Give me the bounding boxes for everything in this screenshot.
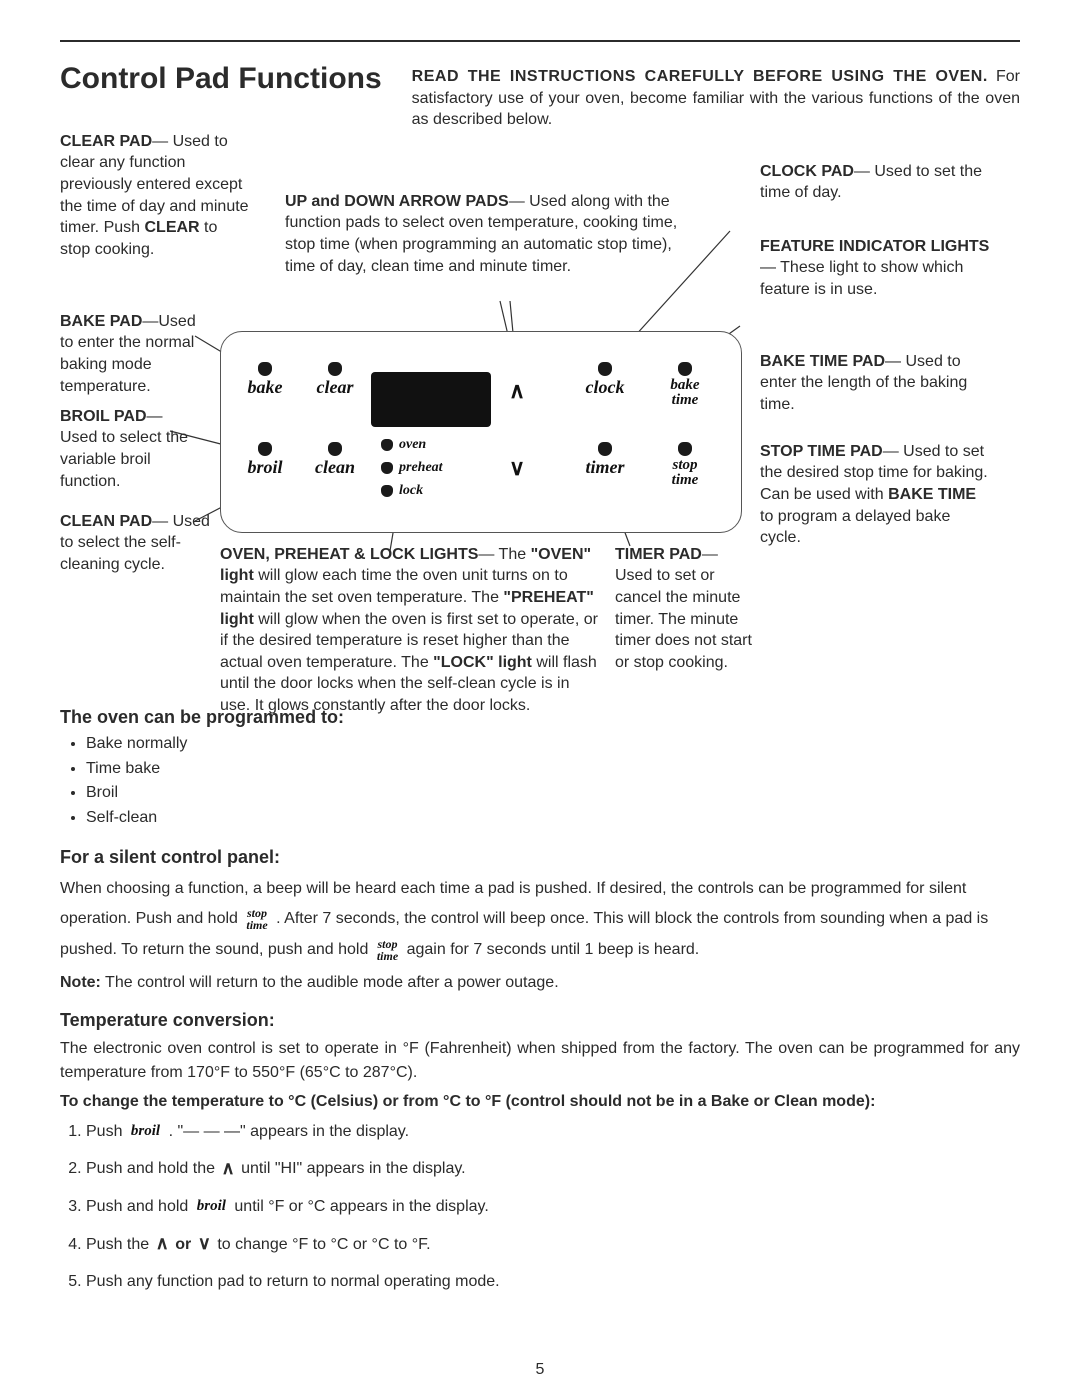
list-item: Push and hold the ∧ until "HI" appears i… [86, 1156, 1020, 1182]
callout-bake-pad: BAKE PAD—Used to enter the normal baking… [60, 311, 210, 397]
top-rule [60, 40, 1020, 42]
list-item: Push broil . "— — —" appears in the disp… [86, 1119, 1020, 1145]
broil-pad[interactable]: broil [241, 442, 289, 484]
stop-time-inline-icon: stoptime [244, 907, 269, 931]
down-arrow-pad[interactable]: ∨ [506, 457, 528, 479]
callout-broil-pad: BROIL PAD— Used to select the variable b… [60, 406, 200, 492]
clock-pad[interactable]: clock [581, 362, 629, 404]
callout-clear-pad: CLEAR PAD— Used to clear any function pr… [60, 131, 250, 261]
intro-bold: READ THE INSTRUCTIONS CAREFULLY BEFORE U… [412, 68, 988, 85]
down-arrow-inline-icon: ∨ [196, 1234, 213, 1252]
page-number: 5 [0, 1361, 1080, 1379]
intro-paragraph: READ THE INSTRUCTIONS CAREFULLY BEFORE U… [412, 66, 1020, 131]
list-item: Push the ∧ or ∨ to change °F to °C or °C… [86, 1232, 1020, 1258]
up-arrow-inline-icon: ∧ [154, 1234, 171, 1252]
stop-time-inline-icon: stoptime [375, 938, 400, 962]
callout-arrow-pads: UP and DOWN ARROW PADS— Used along with … [285, 191, 705, 277]
list-item: Broil [86, 781, 1020, 806]
bake-pad[interactable]: bake [241, 362, 289, 404]
clear-pad[interactable]: clear [311, 362, 359, 404]
bake-time-pad[interactable]: baketime [661, 362, 709, 404]
silent-paragraph: When choosing a function, a beep will be… [60, 874, 1020, 965]
callout-clock-pad: CLOCK PAD— Used to set the time of day. [760, 161, 990, 204]
broil-inline-icon: broil [129, 1124, 162, 1139]
callout-indicator-lights: OVEN, PREHEAT & LOCK LIGHTS— The "OVEN" … [220, 544, 600, 717]
silent-heading: For a silent control panel: [60, 847, 1020, 868]
list-item: Push any function pad to return to norma… [86, 1269, 1020, 1295]
up-arrow-pad[interactable]: ∧ [506, 380, 528, 402]
temp-subheading: To change the temperature to °C (Celsius… [60, 1090, 1020, 1113]
page-title: Control Pad Functions [60, 62, 382, 125]
preheat-light: preheat [381, 460, 443, 476]
timer-pad[interactable]: timer [581, 442, 629, 484]
list-item: Self-clean [86, 806, 1020, 831]
list-item: Bake normally [86, 732, 1020, 757]
callout-clean-pad: CLEAN PAD— Used to select the self-clean… [60, 511, 220, 576]
temp-steps: Push broil . "— — —" appears in the disp… [86, 1119, 1020, 1295]
callout-feature-lights: FEATURE INDICATOR LIGHTS— These light to… [760, 236, 990, 301]
broil-inline-icon: broil [195, 1199, 228, 1214]
silent-note: Note: The control will return to the aud… [60, 971, 1020, 994]
callout-timer-pad: TIMER PAD— Used to set or cancel the min… [615, 544, 755, 674]
oven-light: oven [381, 437, 426, 453]
clean-pad[interactable]: clean [311, 442, 359, 484]
up-arrow-inline-icon: ∧ [219, 1159, 236, 1177]
callout-stop-time-pad: STOP TIME PAD— Used to set the desired s… [760, 441, 990, 549]
manual-page: Control Pad Functions READ THE INSTRUCTI… [0, 0, 1080, 1397]
stop-time-pad[interactable]: stoptime [661, 442, 709, 484]
control-panel: bake clear ∧ clock baketime broil clean … [220, 331, 742, 533]
programmed-list: Bake normally Time bake Broil Self-clean [86, 732, 1020, 831]
list-item: Push and hold broil until °F or °C appea… [86, 1194, 1020, 1220]
temp-paragraph: The electronic oven control is set to op… [60, 1037, 1020, 1083]
control-panel-diagram: CLEAR PAD— Used to clear any function pr… [60, 131, 1020, 691]
lock-light: lock [381, 483, 423, 499]
oven-display [371, 372, 491, 427]
temp-heading: Temperature conversion: [60, 1010, 1020, 1031]
list-item: Time bake [86, 757, 1020, 782]
callout-bake-time-pad: BAKE TIME PAD— Used to enter the length … [760, 351, 990, 416]
